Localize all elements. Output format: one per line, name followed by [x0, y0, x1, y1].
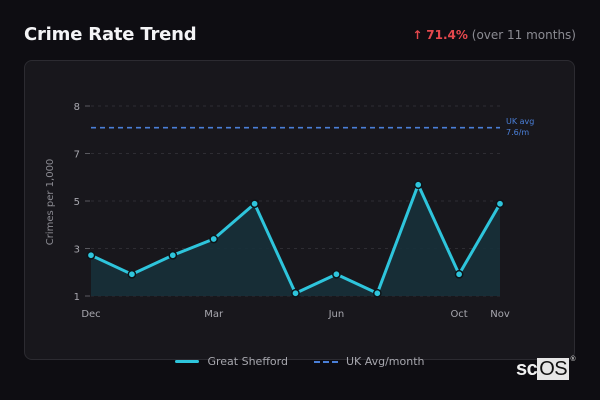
x-tick-label: Oct [450, 309, 467, 320]
x-tick-label: Mar [204, 309, 224, 320]
legend-item-uk-avg[interactable]: UK Avg/month [313, 355, 425, 368]
x-tick-label: Nov [490, 309, 510, 320]
y-tick-label: 7 [74, 150, 80, 161]
data-point[interactable] [413, 180, 423, 190]
data-point[interactable] [209, 234, 219, 244]
trend-up-icon: ↑ [412, 28, 423, 42]
y-tick-label: 1 [74, 292, 80, 303]
dashed-line-swatch-icon [313, 360, 338, 363]
chart-title: Crime Rate Trend [24, 24, 197, 45]
y-axis-label: Crimes per 1,000 [45, 159, 56, 246]
y-tick-label: 8 [74, 102, 80, 113]
data-point[interactable] [168, 250, 178, 260]
data-point[interactable] [86, 250, 96, 260]
data-point[interactable] [372, 288, 382, 298]
data-points [86, 180, 505, 298]
uk-avg-annotation-2: 7.6/m [506, 128, 529, 137]
legend-item-series[interactable]: Great Shefford [175, 355, 288, 368]
change-indicator: ↑ 71.4% (over 11 months) [412, 28, 576, 42]
scos-logo: sc OS ® [516, 356, 576, 381]
data-point[interactable] [495, 199, 505, 209]
legend-label-series: Great Shefford [207, 355, 288, 368]
chart-legend: Great Shefford UK Avg/month [0, 355, 600, 368]
legend-label-uk-avg: UK Avg/month [345, 355, 425, 368]
series-area [91, 184, 500, 296]
x-tick-label: Dec [81, 309, 100, 320]
chart-card [24, 60, 575, 360]
data-point[interactable] [454, 269, 464, 279]
data-point[interactable] [291, 288, 300, 298]
solid-line-swatch-icon [175, 360, 200, 363]
registered-mark: ® [570, 356, 576, 363]
x-axis-ticks: Dec Mar Jun Oct Nov [81, 309, 510, 320]
data-point[interactable] [127, 269, 137, 279]
y-tick-label: 5 [74, 197, 80, 208]
uk-avg-annotation-1: UK avg [506, 117, 534, 126]
x-tick-label: Jun [328, 309, 345, 320]
y-axis-ticks: 1 3 5 7 8 [74, 102, 90, 303]
logo-os: OS [537, 358, 570, 380]
data-point[interactable] [332, 269, 341, 279]
logo-sc: sc [516, 358, 538, 380]
change-percent: 71.4% [426, 28, 468, 42]
y-tick-label: 3 [74, 245, 80, 256]
change-context: (over 11 months) [471, 28, 576, 42]
data-point[interactable] [250, 199, 259, 209]
